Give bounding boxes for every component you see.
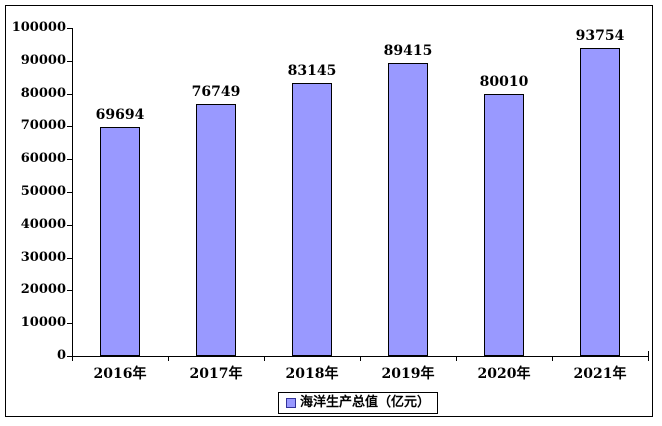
y-axis-tick-label: 100000 xyxy=(11,20,66,35)
bar-value-label: 76749 xyxy=(191,84,241,100)
y-axis-tick-mark xyxy=(67,258,72,259)
y-axis-tick-label: 70000 xyxy=(20,118,66,134)
y-axis-tick-mark xyxy=(67,159,72,160)
x-axis-category-label: 2019年 xyxy=(381,366,435,382)
bar-2019年 xyxy=(388,63,428,356)
y-axis-tick-label: 90000 xyxy=(20,52,66,68)
bar-2018年 xyxy=(292,83,332,356)
y-axis-tick-label: 0 xyxy=(56,348,66,363)
x-axis-category-label: 2017年 xyxy=(189,366,243,382)
y-axis-tick-label: 80000 xyxy=(20,85,66,101)
y-axis-tick-mark xyxy=(67,192,72,193)
bar-2020年 xyxy=(484,94,524,356)
bar-value-label: 93754 xyxy=(575,28,625,44)
x-axis-category-label: 2018年 xyxy=(285,366,339,382)
x-axis-category-label: 2020年 xyxy=(477,366,531,382)
y-axis-tick-mark xyxy=(67,126,72,127)
y-axis-tick-label: 30000 xyxy=(20,249,66,265)
legend-marker-square-icon xyxy=(286,398,296,408)
legend: 海洋生产总值（亿元） xyxy=(278,392,439,414)
y-axis-tick-mark xyxy=(67,225,72,226)
x-axis-tick-mark xyxy=(552,357,553,361)
y-axis-tick-mark xyxy=(67,356,72,357)
legend-label: 海洋生产总值（亿元） xyxy=(300,395,431,410)
bar-2021年 xyxy=(580,48,620,356)
y-axis-line xyxy=(72,28,73,357)
x-axis-end-tick xyxy=(648,351,649,356)
bar-value-label: 69694 xyxy=(95,107,145,123)
x-axis-line xyxy=(72,356,649,357)
plot-area: 69694 76749 83145 89415 80010 93754 xyxy=(72,28,648,356)
y-axis-tick-mark xyxy=(67,94,72,95)
x-axis-tick-mark xyxy=(456,357,457,361)
bar-2016年 xyxy=(100,127,140,356)
y-axis-tick-mark xyxy=(67,28,72,29)
y-axis-tick-label: 10000 xyxy=(20,315,66,331)
x-axis-tick-mark xyxy=(648,357,649,361)
bar-value-label: 83145 xyxy=(287,63,337,79)
y-axis-tick-mark xyxy=(67,61,72,62)
bar-2017年 xyxy=(196,104,236,356)
x-axis-tick-mark xyxy=(72,357,73,361)
y-axis-tick-label: 60000 xyxy=(20,151,66,167)
y-axis-tick-label: 40000 xyxy=(20,216,66,232)
x-axis-tick-mark xyxy=(264,357,265,361)
x-axis-tick-mark xyxy=(360,357,361,361)
y-axis-tick-mark xyxy=(67,323,72,324)
bar-value-label: 80010 xyxy=(479,74,529,90)
bar-value-label: 89415 xyxy=(383,43,433,59)
y-axis-tick-label: 50000 xyxy=(20,184,66,199)
y-axis-tick-mark xyxy=(67,290,72,291)
x-axis-category-label: 2016年 xyxy=(93,366,147,382)
x-axis-tick-mark xyxy=(168,357,169,361)
y-axis-tick-label: 20000 xyxy=(20,282,66,298)
x-axis-category-label: 2021年 xyxy=(573,366,627,382)
